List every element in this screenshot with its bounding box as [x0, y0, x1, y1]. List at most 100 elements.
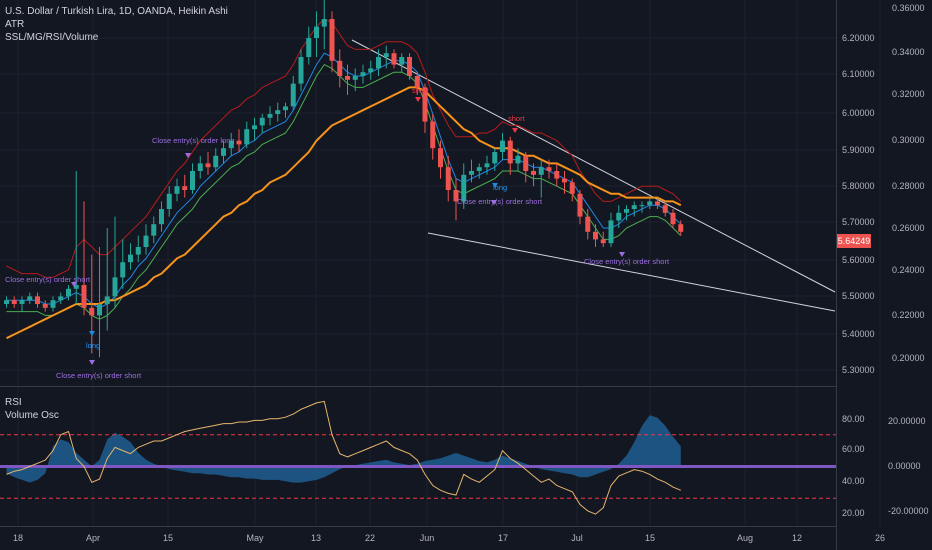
- annotation-label: Close entry(s) order short: [5, 275, 91, 284]
- candle-body: [383, 53, 389, 57]
- atr-band-line: [6, 18, 682, 278]
- last-price-badge: 5.64249: [837, 234, 871, 248]
- candle-body: [174, 186, 180, 194]
- candle-body: [35, 296, 40, 304]
- candle-body: [670, 212, 676, 225]
- candle-body: [58, 296, 64, 301]
- annotation-label: Close entry(s) order short: [56, 371, 142, 380]
- candle-body: [159, 209, 164, 225]
- candle-body: [492, 152, 498, 164]
- candle-body: [143, 235, 149, 247]
- time-tick-label: 17: [498, 533, 508, 543]
- candle-body: [647, 201, 653, 206]
- candle-body: [244, 129, 250, 145]
- time-tick-label: Jul: [571, 533, 583, 543]
- candle-body: [569, 182, 575, 194]
- annotations: Close entry(s) order short long Close entr…: [5, 86, 670, 380]
- candle-body: [66, 288, 71, 297]
- time-tick-label: 13: [311, 533, 321, 543]
- candle-body: [631, 205, 637, 209]
- annotation-arrow-icon: [71, 282, 77, 287]
- candle-body: [267, 114, 273, 118]
- annotation-label: short: [508, 114, 526, 123]
- atr-tick-label: 0.24000: [892, 265, 925, 275]
- candle-body: [352, 76, 358, 80]
- symbol-title[interactable]: U.S. Dollar / Turkish Lira, 1D, OANDA, H…: [5, 6, 228, 17]
- candle-body: [531, 171, 536, 175]
- time-tick-label: 12: [792, 533, 802, 543]
- candle-body: [337, 60, 343, 76]
- candle-body: [221, 148, 226, 156]
- ssl-blue-line: [6, 52, 682, 309]
- price-tick-label: 5.30000: [842, 365, 875, 375]
- rsi-tick-label: 40.00: [842, 476, 865, 486]
- atr-tick-label: 0.32000: [892, 89, 925, 99]
- indicator-ssl-label[interactable]: SSL/MG/RSI/Volume: [5, 32, 99, 43]
- lower-trendline[interactable]: [427, 232, 836, 312]
- indicator-rsi-label[interactable]: RSI: [5, 397, 22, 408]
- candle-body: [461, 174, 467, 202]
- atr-tick-label: 0.30000: [892, 135, 925, 145]
- candle-body: [407, 57, 412, 76]
- time-tick-label: Aug: [737, 533, 753, 543]
- annotation-label: short: [412, 86, 430, 95]
- candle-body: [197, 163, 203, 171]
- candle-body: [515, 155, 521, 164]
- annotation-arrow-icon: [619, 252, 625, 257]
- candle-body: [546, 167, 552, 171]
- candle-body: [399, 57, 405, 65]
- osc-tick-label: 20.00000: [888, 416, 926, 426]
- candle-body: [182, 186, 188, 190]
- upper-trendline[interactable]: [351, 39, 836, 293]
- candle-body: [128, 254, 133, 263]
- annotation-arrow-icon: [89, 331, 95, 336]
- candle-body: [306, 38, 312, 57]
- price-tick-label: 5.80000: [842, 181, 875, 191]
- candle-body: [438, 148, 443, 168]
- time-tick-label: 26: [875, 533, 885, 543]
- candle-body: [42, 304, 48, 308]
- candle-body: [259, 117, 265, 126]
- candle-body: [585, 216, 591, 232]
- annotation-label: long: [493, 183, 507, 192]
- time-tick-label: 15: [163, 533, 173, 543]
- trendlines[interactable]: [351, 39, 836, 312]
- axes: 6.20000 6.10000 6.00000 5.90000 5.80000 5.700…: [13, 3, 929, 543]
- time-tick-label: 22: [365, 533, 375, 543]
- candle-body: [616, 212, 622, 221]
- candle-body: [593, 231, 598, 240]
- annotation-arrow-icon: [512, 128, 518, 133]
- osc-tick-label: -20.00000: [888, 506, 929, 516]
- candle-body: [484, 163, 490, 168]
- price-tick-label: 6.00000: [842, 108, 875, 118]
- candle-body: [89, 307, 95, 316]
- candle-body: [19, 300, 25, 304]
- candle-body: [391, 53, 397, 65]
- rsi-tick-label: 80.00: [842, 414, 865, 424]
- candle-body: [639, 205, 645, 207]
- indicator-volume-osc-label[interactable]: Volume Osc: [5, 410, 59, 421]
- indicator-atr-label[interactable]: ATR: [5, 19, 25, 30]
- candle-body: [430, 121, 436, 149]
- atr-tick-label: 0.26000: [892, 223, 925, 233]
- candle-body: [81, 285, 87, 308]
- annotation-label: Close entry(s) order short: [584, 257, 670, 266]
- candle-body: [422, 87, 428, 122]
- candle-body: [11, 300, 17, 304]
- time-tick-label: Apr: [86, 533, 100, 543]
- candle-body: [345, 76, 350, 80]
- candles: [4, 0, 684, 358]
- annotation-arrow-icon: [89, 360, 95, 365]
- atr-tick-label: 0.20000: [892, 353, 925, 363]
- candle-body: [368, 68, 374, 73]
- candle-body: [314, 26, 319, 38]
- time-tick-label: 18: [13, 533, 23, 543]
- candle-body: [205, 163, 211, 168]
- candle-body: [662, 205, 668, 213]
- time-tick-label: Jun: [420, 533, 435, 543]
- annotation-label: Close entry(s) order short: [457, 197, 543, 206]
- candle-body: [252, 125, 257, 130]
- ssl-green-line: [6, 63, 682, 320]
- candle-body: [190, 171, 195, 190]
